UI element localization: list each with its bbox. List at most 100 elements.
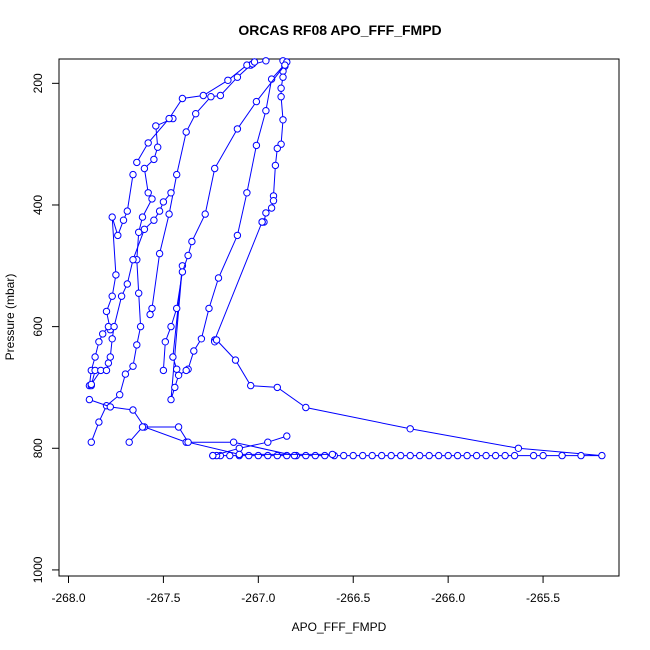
data-point bbox=[514, 444, 523, 452]
data-point bbox=[138, 213, 147, 221]
x-tick-label: -267.0 bbox=[241, 591, 275, 605]
data-point bbox=[290, 451, 299, 460]
data-point bbox=[108, 335, 116, 343]
data-point bbox=[501, 451, 509, 460]
data-point bbox=[233, 125, 242, 133]
data-point bbox=[167, 189, 175, 197]
series-group bbox=[85, 57, 606, 460]
x-tick-label: -266.0 bbox=[431, 591, 465, 605]
data-point bbox=[226, 451, 234, 460]
data-point bbox=[214, 274, 223, 282]
data-point bbox=[95, 418, 103, 426]
data-point bbox=[133, 341, 141, 349]
data-point bbox=[85, 395, 94, 404]
data-point bbox=[243, 189, 251, 197]
data-point bbox=[121, 370, 130, 378]
chart-title: ORCAS RF08 APO_FFF_FMPD bbox=[238, 22, 441, 38]
data-point bbox=[321, 451, 329, 460]
data-point bbox=[302, 403, 310, 412]
x-axis-label: APO_FFF_FMPD bbox=[292, 620, 387, 634]
y-tick-label: 1000 bbox=[31, 556, 45, 583]
data-point bbox=[472, 451, 481, 460]
data-point bbox=[159, 198, 168, 206]
data-point bbox=[129, 170, 137, 179]
data-point bbox=[311, 451, 319, 460]
data-point bbox=[197, 335, 206, 343]
data-point bbox=[252, 97, 261, 106]
data-point bbox=[192, 110, 200, 118]
data-point bbox=[87, 380, 96, 389]
data-point bbox=[178, 94, 187, 103]
data-point bbox=[209, 451, 217, 460]
data-point bbox=[165, 210, 173, 218]
y-axis-label: Pressure (mbar) bbox=[3, 274, 17, 361]
data-point bbox=[154, 143, 162, 151]
data-point bbox=[129, 406, 137, 414]
data-point bbox=[359, 451, 367, 460]
data-point bbox=[435, 451, 443, 460]
data-point bbox=[129, 256, 137, 264]
data-point bbox=[444, 451, 452, 460]
data-point bbox=[112, 271, 120, 279]
data-point bbox=[264, 451, 272, 460]
data-point bbox=[277, 84, 285, 92]
data-point bbox=[106, 353, 115, 361]
data-point bbox=[159, 366, 168, 375]
data-point bbox=[283, 432, 291, 440]
data-point bbox=[510, 451, 519, 460]
data-point bbox=[140, 225, 149, 234]
data-point bbox=[247, 381, 255, 390]
series-line-3 bbox=[212, 435, 287, 457]
data-point bbox=[148, 304, 156, 313]
data-point bbox=[558, 451, 566, 460]
data-point bbox=[212, 336, 221, 344]
series-line-2 bbox=[212, 221, 602, 457]
data-point bbox=[188, 237, 196, 246]
data-point bbox=[277, 93, 285, 101]
data-point bbox=[262, 57, 270, 65]
series-line-7 bbox=[90, 118, 174, 443]
data-point bbox=[152, 122, 160, 130]
data-point bbox=[161, 338, 170, 346]
series-line-10 bbox=[90, 192, 172, 385]
data-point bbox=[216, 91, 225, 100]
data-point bbox=[279, 116, 287, 124]
data-point bbox=[171, 383, 179, 392]
data-point bbox=[453, 451, 462, 460]
data-point bbox=[119, 216, 128, 224]
data-point bbox=[87, 438, 96, 446]
data-point bbox=[123, 207, 132, 215]
data-point bbox=[144, 189, 152, 197]
y-tick-label: 800 bbox=[31, 438, 45, 458]
x-tick-label: -267.5 bbox=[146, 591, 180, 605]
data-point bbox=[173, 170, 181, 179]
data-point bbox=[167, 395, 175, 404]
data-point bbox=[281, 61, 289, 69]
data-point bbox=[199, 91, 208, 100]
data-point bbox=[110, 322, 118, 331]
data-point bbox=[235, 444, 244, 452]
plot-area bbox=[58, 58, 620, 577]
data-point bbox=[406, 425, 414, 433]
y-tick-label: 200 bbox=[31, 73, 45, 93]
data-point bbox=[129, 362, 137, 370]
series-line-11 bbox=[89, 399, 295, 457]
data-point bbox=[397, 451, 405, 460]
data-point bbox=[205, 304, 213, 313]
data-point bbox=[224, 76, 232, 85]
y-axis: 200 400 600 800 1000 bbox=[31, 73, 60, 583]
series-line-4 bbox=[170, 61, 288, 400]
data-point bbox=[262, 209, 270, 217]
data-point bbox=[598, 451, 606, 460]
data-point bbox=[155, 249, 164, 258]
data-point bbox=[235, 450, 244, 459]
data-point bbox=[387, 451, 395, 460]
data-point bbox=[207, 93, 215, 101]
data-point bbox=[104, 359, 113, 367]
data-point bbox=[150, 155, 158, 164]
data-point bbox=[108, 213, 116, 221]
data-point bbox=[108, 292, 116, 300]
data-point bbox=[173, 304, 181, 313]
data-point bbox=[273, 383, 281, 392]
